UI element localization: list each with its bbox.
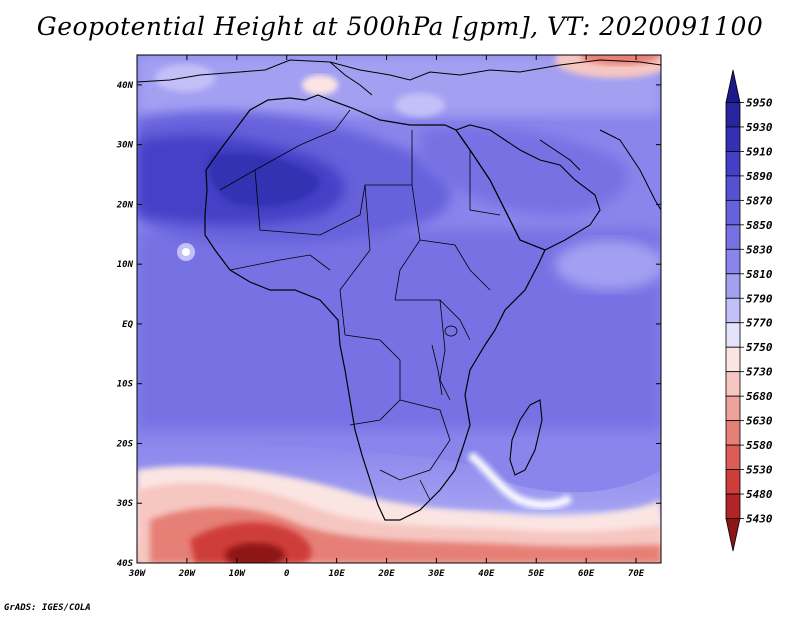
y-tick-label: 30S bbox=[116, 499, 134, 509]
europe-coastline bbox=[137, 59, 661, 83]
colorbar-segment bbox=[725, 444, 741, 470]
colorbar-label: 5810 bbox=[746, 268, 773, 281]
x-tick-label: 10E bbox=[328, 569, 345, 579]
y-tick-label: 20S bbox=[116, 439, 134, 449]
colorbar-label: 5870 bbox=[746, 194, 773, 207]
grads-credit: GrADS: IGES/COLA bbox=[4, 603, 91, 613]
colorbar-label: 5770 bbox=[746, 317, 773, 330]
x-tick-label: 30E bbox=[427, 569, 445, 579]
colorbar-segment bbox=[725, 395, 741, 422]
x-tick-label: 10W bbox=[229, 569, 247, 579]
colorbar-segment bbox=[725, 151, 741, 177]
arabia-coastline bbox=[455, 124, 601, 251]
colorbar-segment bbox=[725, 420, 741, 446]
colorbar-segment bbox=[725, 224, 741, 250]
madagascar-coastline bbox=[509, 399, 543, 476]
colorbar-segment bbox=[725, 199, 741, 226]
colorbar-segment bbox=[725, 371, 741, 397]
y-tick-label: 10N bbox=[117, 260, 134, 270]
map-title: Geopotential Height at 500hPa [gpm], VT:… bbox=[36, 12, 764, 41]
colorbar-label: 5730 bbox=[746, 366, 773, 379]
x-tick-label: 30W bbox=[128, 569, 147, 579]
colorbar-label: 5680 bbox=[746, 390, 773, 403]
colorbar-segment bbox=[725, 346, 741, 373]
colorbar-label: 5890 bbox=[746, 170, 773, 183]
colorbar-segment bbox=[725, 518, 741, 552]
colorbar-segment bbox=[725, 69, 741, 103]
colorbar-segment bbox=[725, 175, 741, 201]
colorbar-label: 5910 bbox=[746, 145, 773, 158]
colorbar-label: 5530 bbox=[746, 464, 773, 477]
colorbar-segment bbox=[725, 493, 741, 519]
y-tick-label: EQ bbox=[122, 320, 133, 330]
colorbar-label: 5430 bbox=[746, 513, 773, 526]
colorbar: 5950 5930 5910 5890 5870 5850 5830 5810 5790 5770… bbox=[725, 69, 773, 552]
y-tick-label: 10S bbox=[117, 380, 134, 390]
x-tick-label: 60E bbox=[578, 569, 595, 579]
x-tick-label: 0 bbox=[284, 569, 290, 579]
colorbar-label: 5930 bbox=[746, 121, 773, 134]
x-tick-label: 20W bbox=[178, 569, 197, 579]
x-tick-label: 70E bbox=[628, 569, 645, 579]
colorbar-label: 5580 bbox=[746, 439, 773, 452]
colorbar-segment bbox=[725, 322, 741, 348]
colorbar-segment bbox=[725, 469, 741, 495]
colorbar-label: 5850 bbox=[746, 219, 773, 232]
colorbar-label: 5790 bbox=[746, 292, 773, 305]
y-axis: 40N 30N 20N 10N EQ 10S 20S 30S 40S bbox=[116, 81, 661, 569]
y-tick-label: 40N bbox=[117, 81, 134, 91]
colorbar-segment bbox=[725, 297, 741, 324]
y-tick-label: 40S bbox=[117, 559, 134, 569]
colorbar-label: 5830 bbox=[746, 243, 773, 256]
colorbar-segment bbox=[725, 126, 741, 152]
y-tick-label: 30N bbox=[116, 141, 134, 151]
country-borders bbox=[219, 109, 501, 501]
height-field bbox=[137, 55, 661, 563]
map-frame bbox=[136, 54, 662, 564]
colorbar-label: 5950 bbox=[746, 96, 773, 109]
x-tick-label: 20E bbox=[377, 569, 395, 579]
colorbar-segment bbox=[725, 102, 741, 128]
colorbar-label: 5630 bbox=[746, 415, 773, 428]
x-axis: 30W 20W 10W 0 10E 20E 30E 40E 50E 60E 70E bbox=[128, 55, 645, 579]
y-tick-label: 20N bbox=[116, 200, 134, 210]
colorbar-segment bbox=[725, 273, 741, 299]
x-tick-label: 50E bbox=[528, 569, 545, 579]
x-tick-label: 40E bbox=[478, 569, 495, 579]
colorbar-segment bbox=[725, 248, 741, 275]
colorbar-label: 5480 bbox=[746, 488, 773, 501]
africa-coastline bbox=[204, 94, 546, 521]
colorbar-label: 5750 bbox=[746, 341, 773, 354]
